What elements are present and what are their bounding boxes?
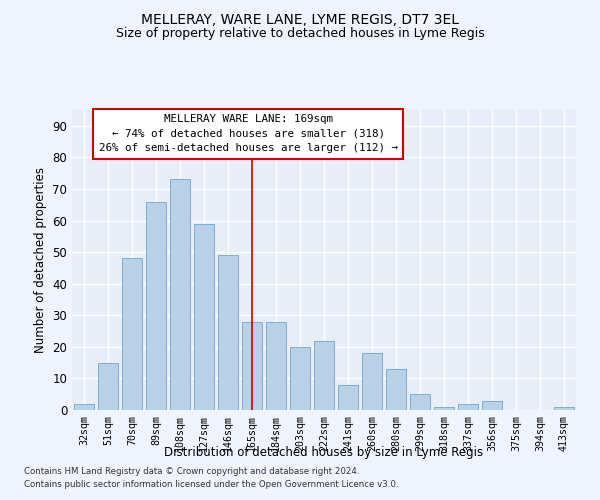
Text: Contains public sector information licensed under the Open Government Licence v3: Contains public sector information licen… (24, 480, 398, 489)
Bar (482, 400, 502, 410)
Bar (410, 394, 430, 410)
Bar (290, 347, 310, 410)
Bar (122, 258, 142, 410)
Bar (386, 369, 406, 410)
Bar (170, 180, 190, 410)
Bar (194, 224, 214, 410)
Bar (98, 362, 118, 410)
Bar (146, 202, 166, 410)
Bar (458, 404, 478, 410)
Bar (74, 404, 94, 410)
Text: MELLERAY WARE LANE: 169sqm
← 74% of detached houses are smaller (318)
26% of sem: MELLERAY WARE LANE: 169sqm ← 74% of deta… (99, 114, 398, 154)
Bar (554, 407, 574, 410)
Bar (362, 353, 382, 410)
Bar (266, 322, 286, 410)
Bar (314, 340, 334, 410)
Y-axis label: Number of detached properties: Number of detached properties (34, 167, 47, 353)
Bar (434, 407, 454, 410)
Bar (218, 256, 238, 410)
Text: Contains HM Land Registry data © Crown copyright and database right 2024.: Contains HM Land Registry data © Crown c… (24, 467, 359, 476)
Text: Distribution of detached houses by size in Lyme Regis: Distribution of detached houses by size … (164, 446, 484, 459)
Text: MELLERAY, WARE LANE, LYME REGIS, DT7 3EL: MELLERAY, WARE LANE, LYME REGIS, DT7 3EL (141, 12, 459, 26)
Bar (242, 322, 262, 410)
Text: Size of property relative to detached houses in Lyme Regis: Size of property relative to detached ho… (116, 28, 484, 40)
Bar (338, 384, 358, 410)
